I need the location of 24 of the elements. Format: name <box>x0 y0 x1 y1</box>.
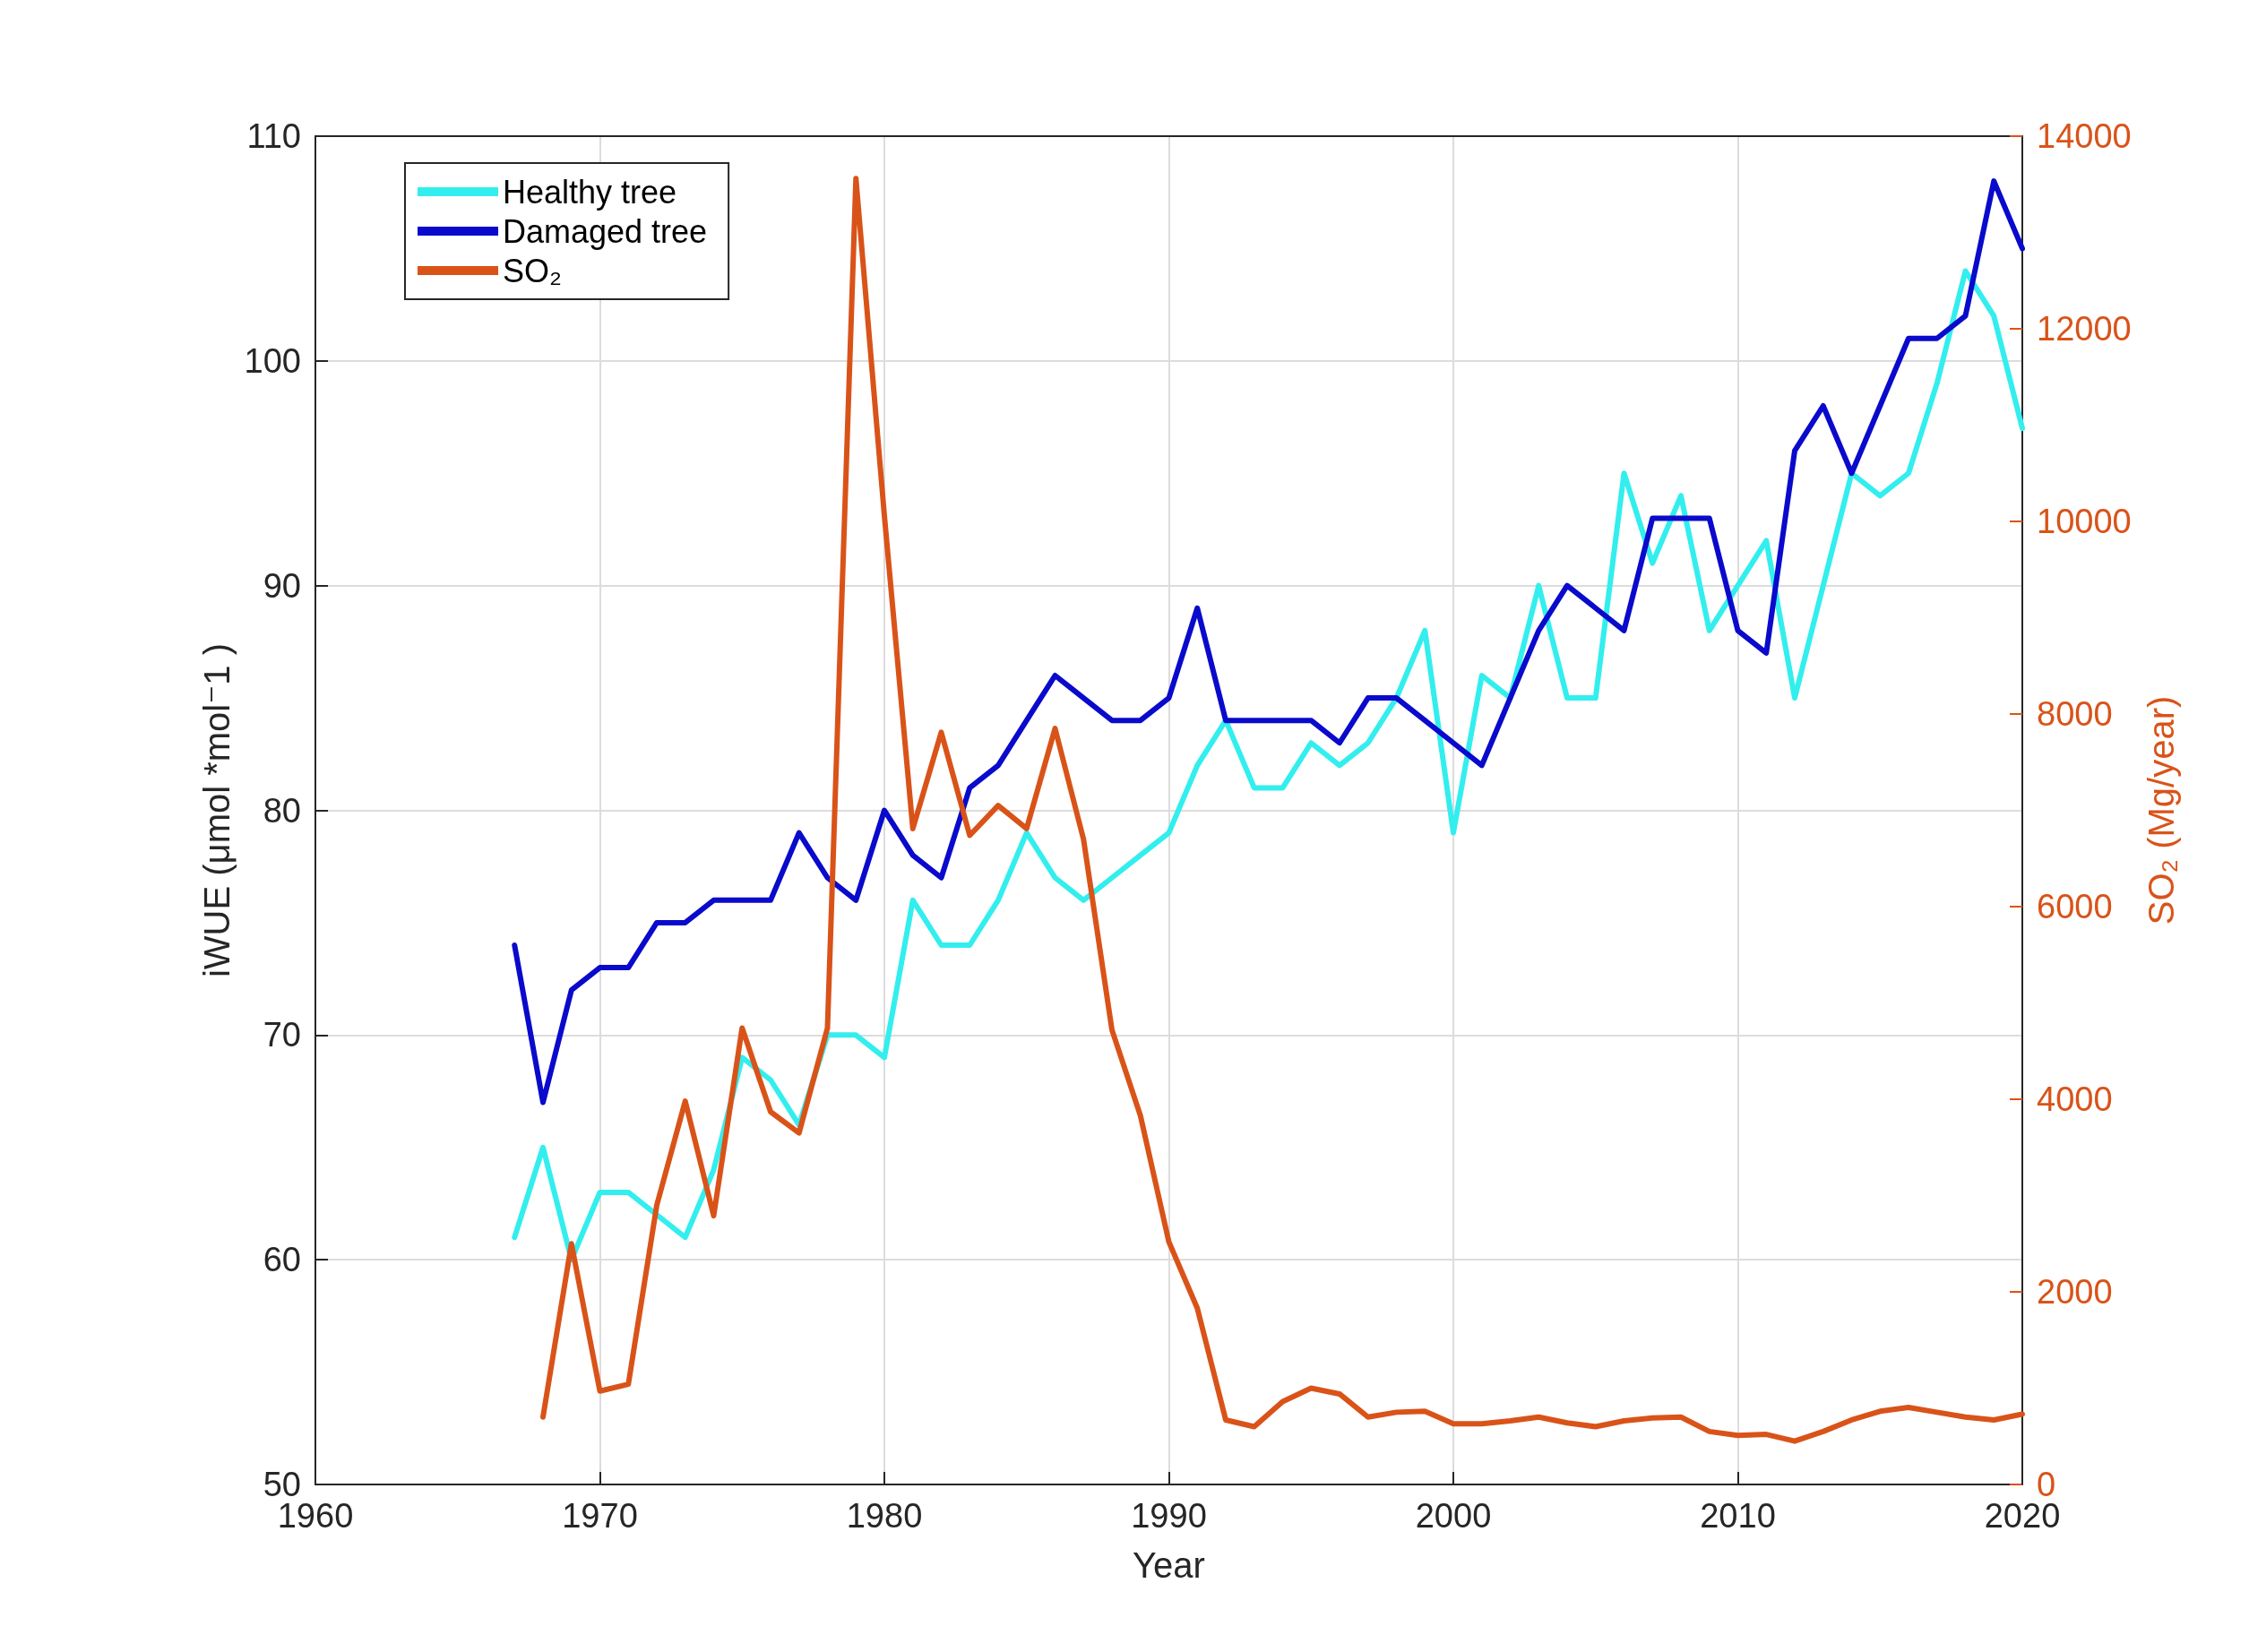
y-tick-label: 70 <box>263 1016 301 1054</box>
y2-tick-label: 8000 <box>2037 695 2113 733</box>
y2-tick-label: 2000 <box>2037 1273 2113 1311</box>
y2-tick-label: 6000 <box>2037 888 2113 925</box>
x-tick-label: 2010 <box>1700 1497 1776 1535</box>
y2-axis-title: SO₂ (Mg/year) <box>2141 695 2181 925</box>
legend-label: Healthy tree <box>503 173 677 211</box>
y-tick-label: 90 <box>263 566 301 605</box>
y-tick-label: 100 <box>244 341 301 380</box>
y2-tick-label: 10000 <box>2037 503 2132 540</box>
x-tick-label: 1970 <box>562 1497 638 1535</box>
y2-tick-label: 14000 <box>2037 117 2132 155</box>
y-tick-label: 110 <box>246 117 301 155</box>
legend-label: SO₂ <box>503 252 562 289</box>
y-tick-label: 80 <box>263 791 301 830</box>
y-axis-title: iWUE (μmol *mol⁻1 ) <box>196 642 237 978</box>
x-axis-title: Year <box>1133 1545 1205 1585</box>
x-tick-label: 2000 <box>1415 1497 1492 1535</box>
legend-label: Damaged tree <box>503 212 708 250</box>
y2-tick-label: 12000 <box>2037 310 2132 348</box>
y-tick-label: 60 <box>263 1241 301 1279</box>
x-tick-label: 1990 <box>1131 1497 1207 1535</box>
y2-tick-label: 4000 <box>2037 1080 2113 1118</box>
x-tick-label: 1980 <box>846 1497 923 1535</box>
